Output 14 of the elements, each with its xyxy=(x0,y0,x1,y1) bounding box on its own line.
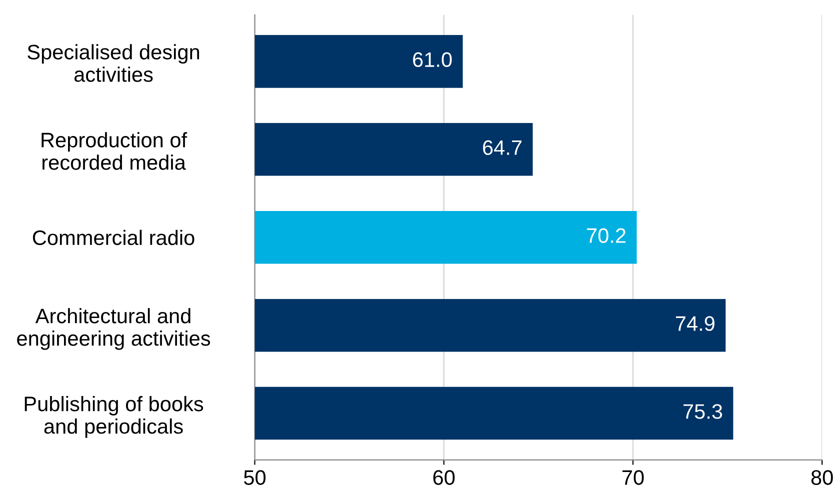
x-tick-label: 70 xyxy=(622,470,644,485)
x-tick-label: 60 xyxy=(433,470,455,485)
data-label: 70.2 xyxy=(587,228,626,243)
y-tick-label: Architectural and engineering activities xyxy=(17,308,210,350)
data-label: 61.0 xyxy=(413,52,452,68)
data-label: 75.3 xyxy=(684,404,722,419)
y-tick-label: Specialised design activities xyxy=(28,44,200,82)
y-tick-label: Publishing of books and periodicals xyxy=(24,396,204,438)
y-tick-label: Reproduction of recorded media xyxy=(42,132,188,170)
x-tick-label: 50 xyxy=(244,470,266,485)
data-label: 64.7 xyxy=(483,140,522,155)
y-tick-label: Commercial radio xyxy=(32,230,194,246)
x-tick-label: 80 xyxy=(811,470,833,485)
data-label: 74.9 xyxy=(676,316,714,331)
